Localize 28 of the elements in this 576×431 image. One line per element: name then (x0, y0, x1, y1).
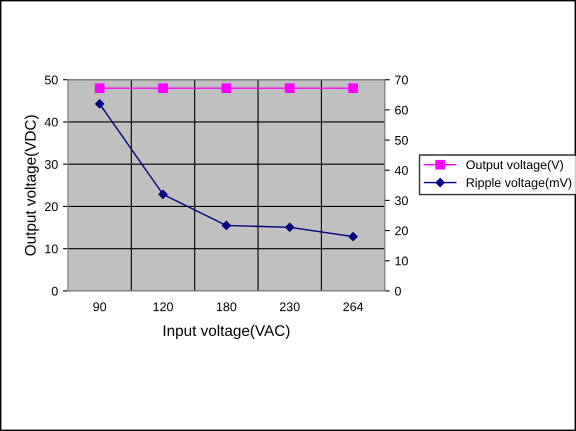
y-tick-label: 0 (52, 286, 58, 296)
y2-tick-label: 0 (394, 286, 401, 296)
x-tick-label: 90 (93, 302, 106, 312)
point (285, 222, 294, 232)
y-tick-label: 30 (44, 160, 58, 169)
legend-label: Output voltage(V) (466, 160, 563, 172)
y-tick-label: 40 (44, 118, 58, 127)
legend-label: Ripple voltage(mV) (466, 178, 572, 190)
x-tick-label: 180 (216, 302, 236, 312)
point (348, 232, 358, 242)
y2-tick-label: 50 (394, 136, 408, 145)
y2-tick-label: 60 (395, 106, 408, 115)
x-tick-label: 120 (154, 302, 173, 312)
x-axis-title: Input voltage(VAC) (164, 324, 290, 340)
x-tick-label: 230 (280, 302, 300, 312)
point (158, 190, 168, 200)
y-tick-label: 10 (45, 244, 58, 254)
y-tick-label: 50 (44, 76, 58, 84)
y2-tick-label: 70 (395, 76, 408, 84)
y2-tick-label: 20 (395, 226, 408, 236)
point (222, 220, 231, 230)
y2-tick-label: 40 (394, 166, 408, 175)
point (95, 99, 104, 108)
x-tick-label: 264 (343, 302, 364, 312)
y-axis-title: Output voltage(VDC) (24, 115, 39, 256)
y2-tick-label: 10 (395, 256, 408, 266)
y-tick-label: 20 (44, 202, 58, 212)
y2-tick-label: 30 (394, 196, 408, 206)
